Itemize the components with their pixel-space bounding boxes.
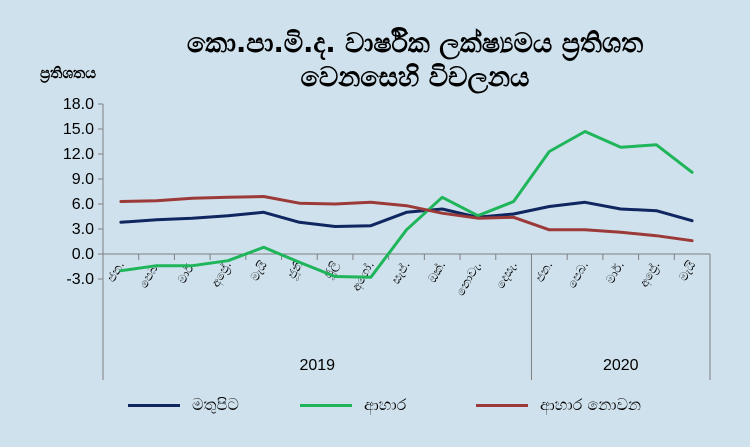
legend-swatch-nonfood xyxy=(476,403,528,407)
y-tick-label: 15.0 xyxy=(63,121,94,138)
x-tick-label: මැයි xyxy=(247,258,270,283)
y-axis-label: ප්‍රතිශතය xyxy=(40,64,97,82)
x-tick-label: සැප්. xyxy=(389,259,413,287)
x-tick-label: මාර්. xyxy=(603,259,627,286)
legend-label-surface: මතුපිට xyxy=(192,395,239,414)
year-label: 2020 xyxy=(603,357,639,374)
y-tick-label: -3.0 xyxy=(66,271,94,288)
x-tick-label: මැයි xyxy=(676,258,699,283)
legend-label-nonfood: ආහාර නොවන xyxy=(540,395,642,414)
legend-swatch-surface xyxy=(128,403,180,407)
x-tick-label: පෙබ. xyxy=(565,259,591,291)
y-tick-label: 12.0 xyxy=(63,146,94,163)
legend: මතුපිට ආහාර ආහාර නොවන xyxy=(0,395,750,417)
legend-item-nonfood: ආහාර නොවන xyxy=(476,395,641,415)
legend-swatch-food xyxy=(300,403,352,407)
x-tick-label: ජන. xyxy=(533,259,556,285)
x-tick-label: මාර්. xyxy=(175,259,199,286)
y-tick-label: 6.0 xyxy=(72,196,94,213)
x-tick-label: නොවැ. xyxy=(453,259,484,299)
chart-title-line1: කො.පා.මි.ද. වාර්ෂික ලක්ෂ්‍යමය ප්‍රතිශත xyxy=(186,28,644,59)
year-label: 2019 xyxy=(299,357,335,374)
legend-label-food: ආහාර xyxy=(364,395,407,414)
y-tick-label: 18.0 xyxy=(63,96,94,113)
x-tick-label: දෙසැ. xyxy=(493,259,520,291)
x-tick-label: පෙබ. xyxy=(136,259,162,291)
y-tick-label: 3.0 xyxy=(72,221,94,238)
y-tick-label: 0.0 xyxy=(72,246,94,263)
x-tick-label: ඔක්. xyxy=(425,259,448,286)
chart-title-line2: වෙනසෙහි විචලනය xyxy=(300,62,530,93)
y-tick-label: 9.0 xyxy=(72,171,94,188)
legend-item-surface: මතුපිට xyxy=(128,395,239,415)
x-tick-label: අප්‍රේ. xyxy=(637,259,664,290)
legend-item-food: ආහාර xyxy=(300,395,406,415)
